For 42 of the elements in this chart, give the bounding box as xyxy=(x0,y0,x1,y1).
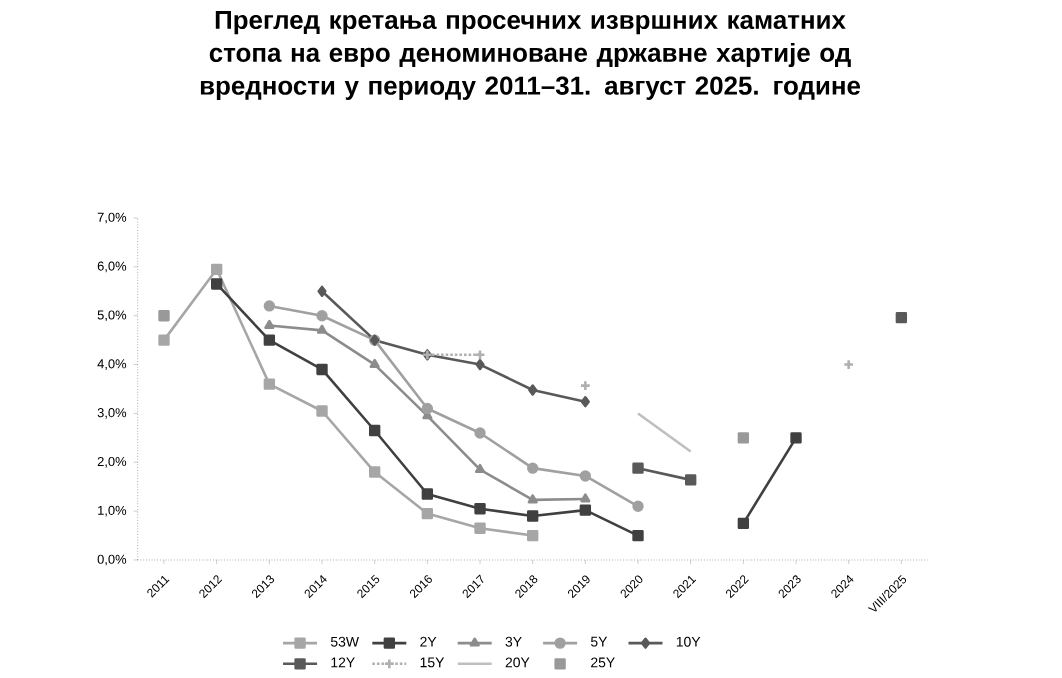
point xyxy=(527,494,538,504)
point xyxy=(264,319,275,329)
point xyxy=(316,309,328,322)
point xyxy=(527,510,539,522)
point xyxy=(263,334,276,346)
point xyxy=(685,474,697,486)
point xyxy=(316,363,328,376)
point xyxy=(421,402,434,415)
point xyxy=(369,358,380,368)
point xyxy=(317,285,327,297)
point xyxy=(527,462,539,474)
point xyxy=(632,462,644,474)
point xyxy=(421,507,434,520)
point xyxy=(632,529,644,542)
point xyxy=(158,309,170,322)
point xyxy=(474,522,486,534)
point xyxy=(790,432,802,444)
point xyxy=(579,504,592,516)
point xyxy=(474,502,486,515)
point xyxy=(632,500,644,512)
point xyxy=(580,395,590,408)
point xyxy=(475,358,485,371)
chart-title: Преглед кретања просечних извршних каматних стопа на евро деноминоване државне хартије од вредности у периоду 2011–31. август 2025. године xyxy=(200,10,861,100)
point xyxy=(211,263,223,275)
point xyxy=(580,493,591,503)
point xyxy=(579,470,592,482)
point xyxy=(474,427,486,439)
point xyxy=(158,334,170,346)
point xyxy=(895,311,908,324)
point xyxy=(527,529,539,542)
point xyxy=(263,378,276,390)
point xyxy=(528,384,538,396)
point xyxy=(211,278,223,290)
point xyxy=(737,432,750,444)
point xyxy=(474,463,486,474)
point xyxy=(369,424,381,437)
point xyxy=(421,488,434,500)
point xyxy=(316,405,328,417)
point xyxy=(316,324,328,334)
point xyxy=(737,517,750,529)
point xyxy=(263,300,276,312)
point xyxy=(369,466,381,478)
